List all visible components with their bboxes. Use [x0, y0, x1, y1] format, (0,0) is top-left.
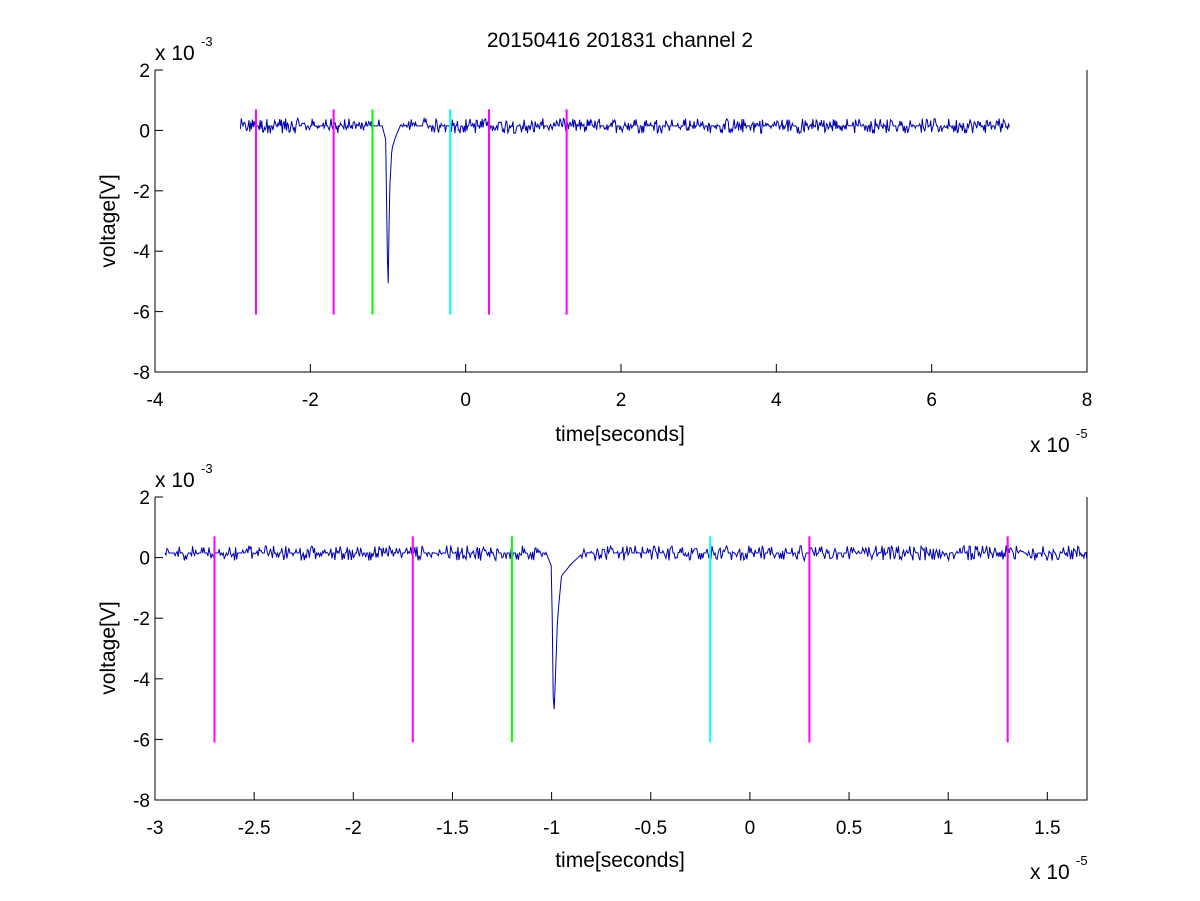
bottom-x-multiplier-exponent: -5 — [1076, 853, 1088, 868]
bottom-ytick-label: -4 — [133, 670, 150, 691]
top-signal-trace — [239, 116, 1010, 284]
top-ytick-label: -8 — [133, 363, 150, 384]
bottom-xtick-label: 0.5 — [836, 818, 862, 839]
bottom-xtick-label: -0.5 — [634, 818, 667, 839]
top-x-multiplier: x 10 — [1030, 434, 1070, 457]
bottom-xtick-label: -2.5 — [238, 818, 271, 839]
top-xlabel: time[seconds] — [555, 423, 685, 446]
bottom-xtick-label: -2 — [345, 818, 362, 839]
bottom-subplot: -3 -2.5 -2 -1.5 -1 -0.5 0 0.5 1 1.5 -8 -6 -4 -2 0 2 tim… — [97, 461, 1088, 884]
bottom-ytick-label: -2 — [133, 609, 150, 630]
top-ticks-layer: -4 -2 0 2 4 6 8 -8 -6 -4 -2 0 2 — [133, 61, 1092, 411]
top-xtick-label: -2 — [302, 390, 319, 411]
top-ylabel: voltage[V] — [97, 174, 120, 267]
bottom-ytick-label: -8 — [133, 791, 150, 812]
top-xtick-label: 0 — [460, 390, 471, 411]
bottom-xtick-label: -1.5 — [436, 818, 469, 839]
top-y-multiplier-exponent: -3 — [201, 34, 213, 49]
top-ytick-label: 0 — [139, 121, 150, 142]
top-xtick-label: 4 — [771, 390, 782, 411]
bottom-plot-layer — [164, 536, 1088, 743]
bottom-x-multiplier: x 10 — [1030, 861, 1070, 884]
top-xtick-label: 2 — [616, 390, 627, 411]
bottom-axes-box — [154, 497, 1088, 801]
bottom-xtick-label: -3 — [147, 818, 164, 839]
bottom-y-multiplier-exponent: -3 — [201, 461, 213, 476]
top-subplot: -4 -2 0 2 4 6 8 -8 -6 -4 -2 0 2 time[seconds] voltag… — [97, 34, 1092, 457]
bottom-xtick-label: 1.5 — [1034, 818, 1060, 839]
top-xtick-label: 8 — [1082, 390, 1093, 411]
top-xtick-label: 6 — [926, 390, 937, 411]
bottom-ylabel: voltage[V] — [97, 601, 120, 694]
bottom-xlabel: time[seconds] — [555, 849, 685, 872]
bottom-ytick-label: -6 — [133, 730, 150, 751]
top-ytick-label: 2 — [139, 61, 150, 82]
bottom-ytick-label: 2 — [139, 488, 150, 509]
top-xtick-label: -4 — [147, 390, 164, 411]
bottom-xtick-label: 1 — [943, 818, 954, 839]
bottom-xtick-label: -1 — [543, 818, 560, 839]
top-x-multiplier-exponent: -5 — [1076, 426, 1088, 441]
bottom-ytick-label: 0 — [139, 549, 150, 570]
top-plot-layer — [239, 109, 1010, 315]
top-ytick-label: -2 — [133, 182, 150, 203]
bottom-y-multiplier: x 10 — [155, 469, 195, 492]
figure-title: 20150416 201831 channel 2 — [487, 29, 753, 52]
top-ytick-label: -4 — [133, 242, 150, 263]
bottom-xtick-label: 0 — [745, 818, 756, 839]
bottom-signal-trace — [164, 544, 1088, 710]
bottom-ticks-layer: -3 -2.5 -2 -1.5 -1 -0.5 0 0.5 1 1.5 -8 -6 -4 -2 0 2 — [133, 488, 1060, 839]
top-y-multiplier: x 10 — [155, 42, 195, 65]
top-ytick-label: -6 — [133, 303, 150, 324]
